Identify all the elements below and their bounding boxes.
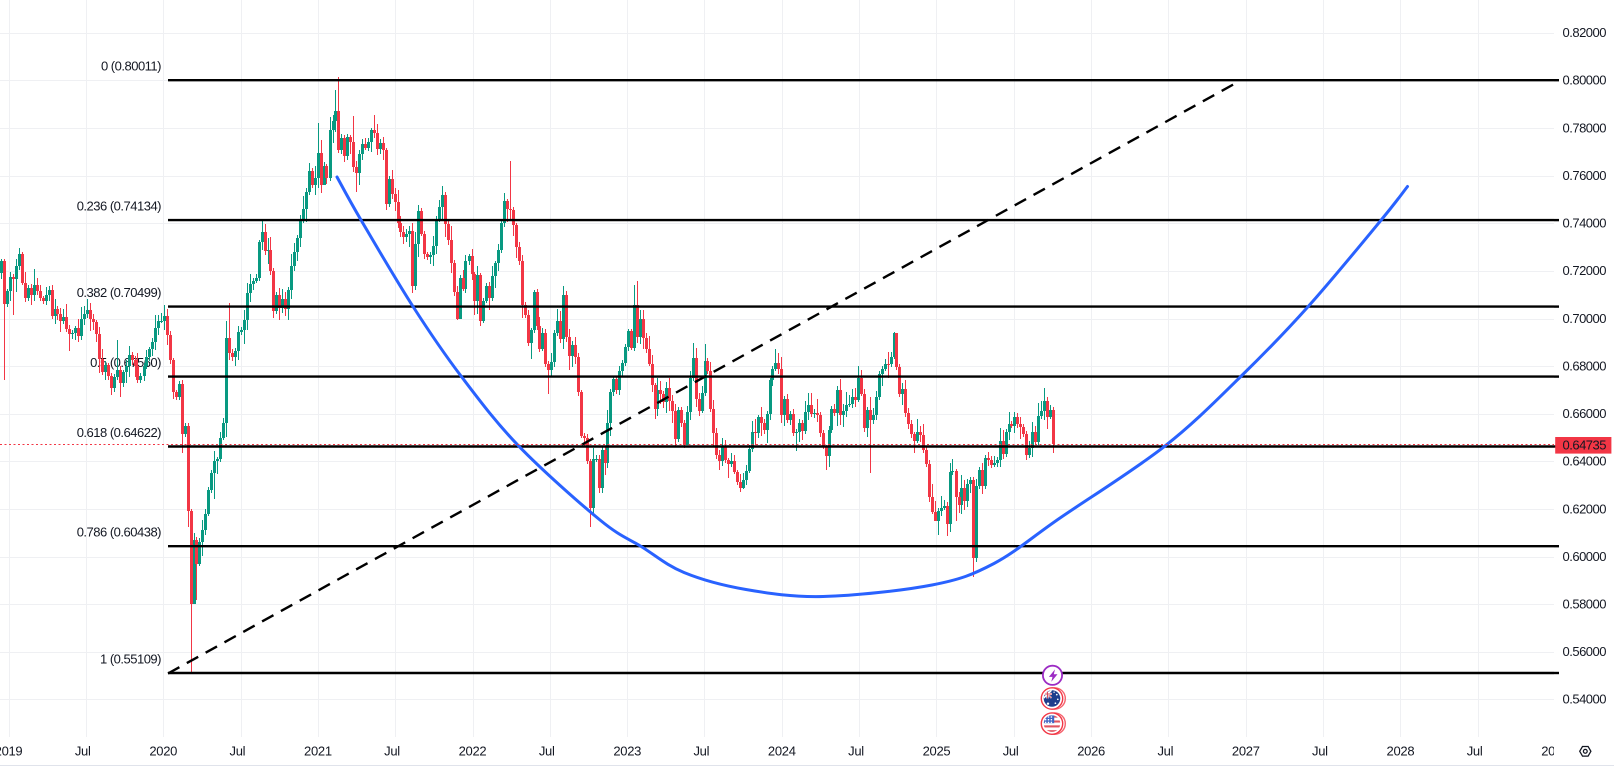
svg-text:Jul: Jul <box>230 744 246 759</box>
svg-text:Jul: Jul <box>384 744 400 759</box>
svg-text:0.58000: 0.58000 <box>1563 597 1607 612</box>
svg-text:Jul: Jul <box>1003 744 1019 759</box>
svg-text:2020: 2020 <box>149 744 177 759</box>
svg-text:Jul: Jul <box>1157 744 1173 759</box>
svg-text:0.66000: 0.66000 <box>1563 406 1607 421</box>
svg-text:0.78000: 0.78000 <box>1563 120 1607 135</box>
svg-text:Jul: Jul <box>1312 744 1328 759</box>
svg-text:2022: 2022 <box>459 744 487 759</box>
svg-text:0.80000: 0.80000 <box>1563 73 1607 88</box>
svg-text:2027: 2027 <box>1232 744 1260 759</box>
svg-text:0.76000: 0.76000 <box>1563 168 1607 183</box>
svg-text:Jul: Jul <box>539 744 555 759</box>
svg-text:2019: 2019 <box>0 744 22 759</box>
svg-text:2028: 2028 <box>1387 744 1415 759</box>
svg-text:Jul: Jul <box>693 744 709 759</box>
svg-text:2024: 2024 <box>768 744 796 759</box>
svg-text:2023: 2023 <box>613 744 641 759</box>
svg-text:0.236 (0.74134): 0.236 (0.74134) <box>77 199 161 214</box>
svg-text:0.56000: 0.56000 <box>1563 644 1607 659</box>
svg-text:0.786 (0.60438): 0.786 (0.60438) <box>77 525 161 540</box>
svg-text:2029: 2029 <box>1541 744 1569 759</box>
svg-text:0.70000: 0.70000 <box>1563 311 1607 326</box>
svg-text:0.62000: 0.62000 <box>1563 501 1607 516</box>
svg-text:0.64000: 0.64000 <box>1563 454 1607 469</box>
svg-text:2026: 2026 <box>1077 744 1105 759</box>
svg-text:2025: 2025 <box>923 744 951 759</box>
svg-text:0.54000: 0.54000 <box>1563 692 1607 707</box>
svg-text:1 (0.55109): 1 (0.55109) <box>100 652 161 667</box>
svg-text:0.74000: 0.74000 <box>1563 216 1607 231</box>
svg-text:0.60000: 0.60000 <box>1563 549 1607 564</box>
svg-text:0.72000: 0.72000 <box>1563 263 1607 278</box>
svg-text:0.382 (0.70499): 0.382 (0.70499) <box>77 285 161 300</box>
svg-text:0.64735: 0.64735 <box>1563 438 1607 453</box>
svg-text:Jul: Jul <box>1467 744 1483 759</box>
svg-text:Jul: Jul <box>75 744 91 759</box>
svg-text:0.82000: 0.82000 <box>1563 25 1607 40</box>
svg-text:0.68000: 0.68000 <box>1563 358 1607 373</box>
svg-text:0.618 (0.64622): 0.618 (0.64622) <box>77 425 161 440</box>
svg-text:0 (0.80011): 0 (0.80011) <box>101 59 161 74</box>
svg-text:Jul: Jul <box>848 744 864 759</box>
svg-text:2021: 2021 <box>304 744 332 759</box>
